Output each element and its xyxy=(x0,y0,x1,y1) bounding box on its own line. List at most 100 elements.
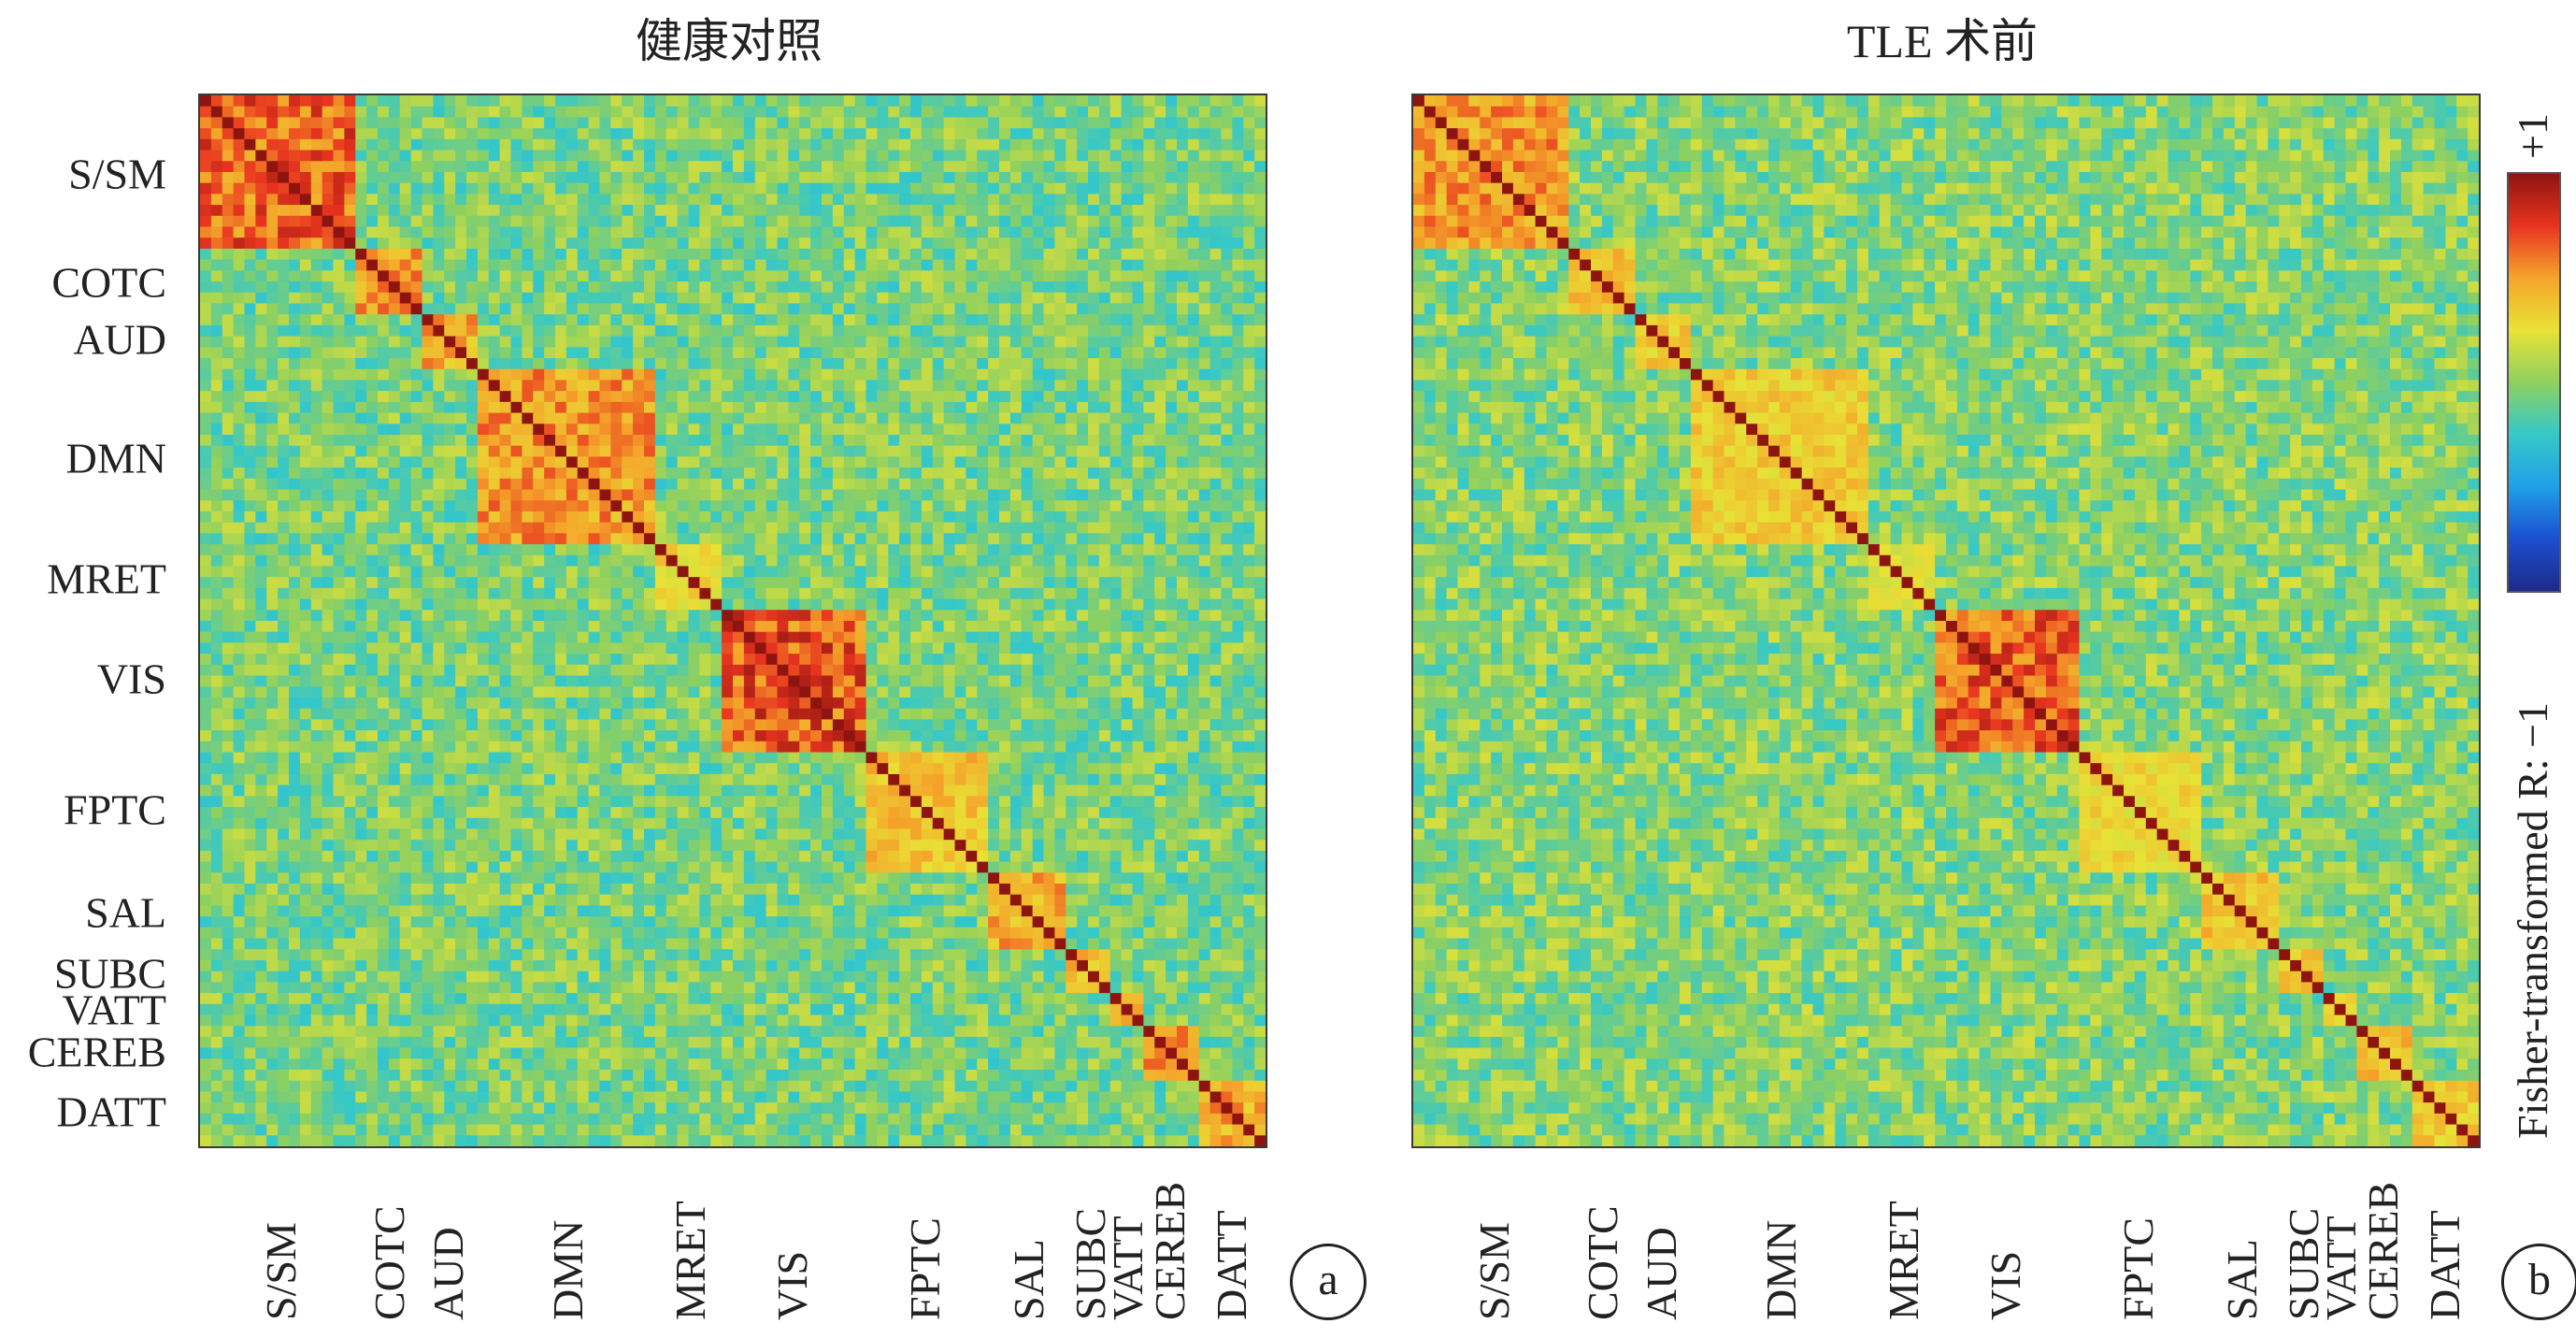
heatmap-a-cell xyxy=(433,434,445,447)
heatmap-a-cell xyxy=(722,194,734,206)
heatmap-a-cell xyxy=(1254,424,1266,436)
heatmap-a-cell xyxy=(1243,117,1255,129)
heatmap-a-cell xyxy=(888,358,900,370)
heatmap-a-cell xyxy=(1088,281,1100,294)
heatmap-a-cell xyxy=(410,324,423,338)
heatmap-a-cell xyxy=(1166,347,1178,359)
heatmap-a-cell xyxy=(378,1102,390,1115)
heatmap-a-cell xyxy=(999,161,1011,173)
heatmap-a-cell xyxy=(522,654,534,666)
heatmap-a-cell xyxy=(533,719,545,731)
heatmap-a-cell xyxy=(522,784,534,797)
heatmap-a-cell xyxy=(877,380,889,392)
heatmap-a-cell xyxy=(388,959,401,972)
heatmap-a-cell xyxy=(299,205,312,217)
heatmap-a-cell xyxy=(988,358,1000,370)
heatmap-a-cell xyxy=(299,259,312,271)
heatmap-a-cell xyxy=(1009,215,1023,228)
heatmap-a-cell xyxy=(1032,150,1045,162)
heatmap-a-cell xyxy=(544,391,556,403)
heatmap-a-cell xyxy=(333,621,345,633)
heatmap-a-cell xyxy=(477,248,490,261)
heatmap-a-cell xyxy=(466,226,479,238)
heatmap-a-cell xyxy=(322,697,335,710)
heatmap-a-cell xyxy=(233,675,246,687)
heatmap-a-cell xyxy=(1243,194,1255,206)
heatmap-a-cell xyxy=(278,391,290,403)
heatmap-a-cell xyxy=(455,598,467,611)
heatmap-a-cell xyxy=(932,194,945,206)
heatmap-a-cell xyxy=(954,237,966,250)
heatmap-a-cell xyxy=(1132,401,1144,414)
heatmap-a-cell xyxy=(399,226,412,238)
heatmap-a-cell xyxy=(244,106,256,119)
heatmap-a-cell xyxy=(266,828,279,841)
heatmap-a-cell xyxy=(932,391,945,403)
heatmap-a-cell xyxy=(455,784,467,797)
heatmap-a-cell xyxy=(1166,215,1178,228)
heatmap-a-cell xyxy=(943,95,956,108)
heatmap-a-cell xyxy=(299,610,312,622)
heatmap-a-cell xyxy=(410,752,423,764)
heatmap-a-cell xyxy=(422,850,434,863)
heatmap-a-cell xyxy=(399,303,412,315)
heatmap-a-cell xyxy=(399,1080,412,1093)
heatmap-a-cell xyxy=(766,292,779,305)
heatmap-a-cell xyxy=(422,741,434,754)
heatmap-a-cell xyxy=(1043,412,1055,424)
heatmap-a-cell xyxy=(344,138,356,151)
heatmap-a-cell xyxy=(266,850,279,863)
heatmap-a-cell xyxy=(344,424,356,436)
heatmap-a-cell xyxy=(832,150,845,162)
heatmap-a-cell xyxy=(266,194,279,206)
heatmap-a-cell xyxy=(1043,424,1055,436)
heatmap-a-cell xyxy=(433,654,445,666)
heatmap-a-cell xyxy=(344,686,356,698)
heatmap-a-cell xyxy=(499,358,512,370)
heatmap-a-cell xyxy=(200,215,212,228)
heatmap-a-cell xyxy=(433,730,445,742)
heatmap-a-cell xyxy=(1177,171,1189,184)
heatmap-a-cell xyxy=(355,281,367,294)
heatmap-a-cell xyxy=(910,150,923,162)
heatmap-a-cell xyxy=(577,391,590,403)
heatmap-a-cell xyxy=(200,292,212,305)
heatmap-a-cell xyxy=(266,1124,279,1136)
heatmap-a-cell xyxy=(244,128,256,140)
heatmap-a-cell xyxy=(766,248,779,261)
heatmap-a-cell xyxy=(422,654,434,666)
heatmap-a-cell xyxy=(688,106,700,119)
heatmap-a-cell xyxy=(299,171,312,184)
heatmap-a-cell xyxy=(200,959,212,972)
heatmap-a-cell xyxy=(510,1113,522,1126)
heatmap-a-cell xyxy=(310,1102,323,1115)
heatmap-a-cell xyxy=(244,1047,256,1059)
heatmap-a-cell xyxy=(378,1080,390,1093)
heatmap-a-cell xyxy=(1043,347,1055,359)
heatmap-a-cell xyxy=(444,314,456,326)
heatmap-a-cell xyxy=(1088,182,1100,194)
heatmap-a-cell xyxy=(1109,303,1123,315)
heatmap-a-cell xyxy=(977,401,989,414)
heatmap-a-cell xyxy=(333,840,345,852)
heatmap-a-cell xyxy=(1177,95,1189,108)
heatmap-a-cell xyxy=(910,248,923,261)
heatmap-a-cell xyxy=(444,1047,456,1059)
heatmap-a-cell xyxy=(522,500,534,512)
heatmap-a-cell xyxy=(499,566,512,578)
heatmap-a-cell xyxy=(488,642,501,655)
heatmap-a-cell xyxy=(1098,380,1111,392)
heatmap-a-cell xyxy=(322,95,335,108)
heatmap-a-cell xyxy=(1032,226,1045,238)
heatmap-a-cell xyxy=(310,324,323,338)
heatmap-a-cell xyxy=(322,215,335,228)
heatmap-a-cell xyxy=(1109,171,1123,184)
heatmap-a-cell xyxy=(754,182,767,194)
heatmap-a-cell xyxy=(399,544,412,556)
heatmap-a-cell xyxy=(255,894,267,907)
heatmap-a-cell xyxy=(788,248,800,261)
heatmap-a-cell xyxy=(278,347,290,359)
heatmap-a-cell xyxy=(510,412,522,424)
heatmap-a-cell xyxy=(378,324,390,338)
heatmap-a-cell xyxy=(999,138,1011,151)
